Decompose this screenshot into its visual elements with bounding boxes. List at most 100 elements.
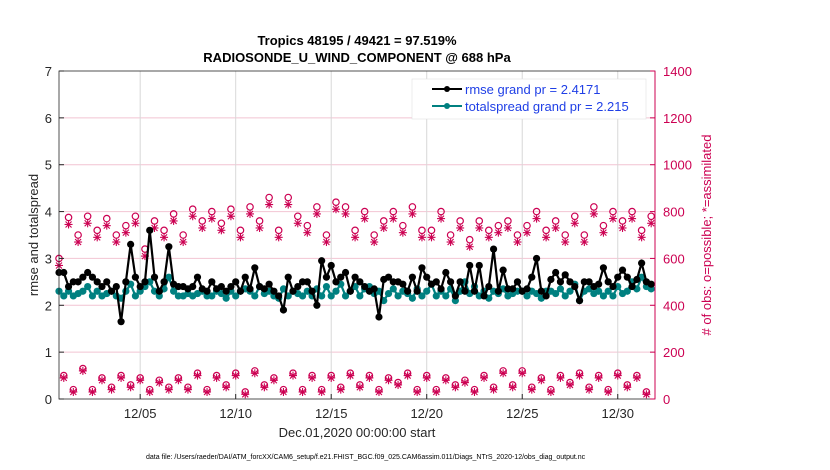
obs-assimilated-marker [413,387,422,396]
obs-assimilated-marker [599,228,608,237]
obs-assimilated-marker [303,228,312,237]
x-tick-label: 12/30 [601,406,634,421]
series-0-point [60,268,68,277]
series-0-point [346,287,354,295]
series-1-point [595,287,603,295]
series-1-point [60,292,68,300]
obs-assimilated-marker [637,233,646,242]
obs-assimilated-marker [441,376,450,385]
series-0-point [447,278,455,286]
obs-assimilated-marker [608,214,617,223]
obs-assimilated-marker [503,223,512,232]
series-1-point [623,287,631,295]
obs-assimilated-marker [64,220,73,229]
series-1-point [556,285,565,293]
series-0-point [356,278,364,286]
obs-assimilated-marker [59,373,68,382]
obs-assimilated-marker [74,238,83,247]
series-0-point [270,287,278,295]
obs-assimilated-marker [284,200,293,209]
series-1-point [222,294,230,302]
series-1-point [394,292,402,300]
x-axis-label: Dec.01,2020 00:00:00 start [279,425,436,440]
y-tick-label: 7 [45,64,52,79]
obs-assimilated-marker [179,238,188,247]
obs-assimilated-marker [365,373,374,382]
obs-assimilated-marker [226,212,235,221]
series-1-point [408,294,416,302]
obs-assimilated-marker [279,387,288,396]
series-0-point [332,278,340,286]
y-right-tick-label: 1000 [663,158,692,173]
obs-assimilated-marker [556,373,565,382]
series-0-point [384,273,393,281]
series-0-point [308,287,316,295]
series-0-point [150,273,159,281]
series-1-point [561,292,569,300]
series-0-point [327,261,335,270]
obs-assimilated-marker [585,385,594,394]
series-1-point [131,292,140,300]
series-0-point [246,285,254,293]
series-0-point [260,285,268,293]
obs-assimilated-marker [489,385,498,394]
obs-assimilated-marker [604,387,613,396]
series-0-point [370,285,378,293]
series-0-point [547,275,555,284]
series-0-point [341,268,350,277]
obs-assimilated-marker [322,238,331,247]
chart-title-line1: Tropics 48195 / 49421 = 97.519% [257,33,457,48]
obs-assimilated-marker [97,376,106,385]
series-0-point [361,282,369,291]
y-right-tick-label: 400 [663,298,685,313]
series-0-point [432,278,440,286]
series-1-point [523,292,531,300]
legend-spread-marker [444,103,450,109]
obs-assimilated-marker [174,376,183,385]
obs-assimilated-marker [164,385,173,394]
series-0-point [88,273,97,281]
obs-assimilated-marker [222,383,231,392]
obs-assimilated-marker [112,238,121,247]
chart-title-line2: RADIOSONDE_U_WIND_COMPONENT @ 688 hPa [203,50,511,65]
obs-assimilated-marker [417,233,426,242]
series-0-point [193,273,202,281]
obs-assimilated-marker [183,385,192,394]
obs-assimilated-marker [499,369,508,378]
obs-assimilated-marker [298,387,307,396]
obs-assimilated-marker [336,385,345,394]
obs-assimilated-marker [160,233,169,242]
y-tick-label: 3 [45,251,52,266]
obs-assimilated-marker [265,200,274,209]
obs-assimilated-marker [432,387,441,396]
obs-assimilated-marker [203,387,212,396]
series-lines [55,226,655,326]
obs-assimilated-marker [565,380,574,389]
obs-assimilated-marker [532,214,541,223]
series-1-point [356,292,364,300]
series-0-point [251,264,259,272]
obs-assimilated-marker [551,223,560,232]
obs-assimilated-marker [374,387,383,396]
series-1-point [599,292,608,300]
obs-assimilated-marker [312,209,321,218]
obs-assimilated-marker [389,214,398,223]
series-0-point [451,292,459,300]
series-0-point [74,278,82,286]
series-1-point [418,292,426,300]
obs-assimilated-marker [580,238,589,247]
series-0-point [160,278,168,286]
series-0-point [456,278,464,286]
series-0-point [638,259,646,267]
series-0-point [79,273,87,281]
series-0-point [107,287,116,295]
series-0-point [575,297,584,305]
series-0-point [337,273,345,281]
obs-assimilated-marker [117,373,126,382]
obs-assimilated-marker [69,387,78,396]
obs-assimilated-marker [508,383,517,392]
series-0-point [489,245,498,253]
series-1-point [79,287,87,295]
obs-assimilated-marker [331,205,340,214]
series-0-point [284,273,292,281]
